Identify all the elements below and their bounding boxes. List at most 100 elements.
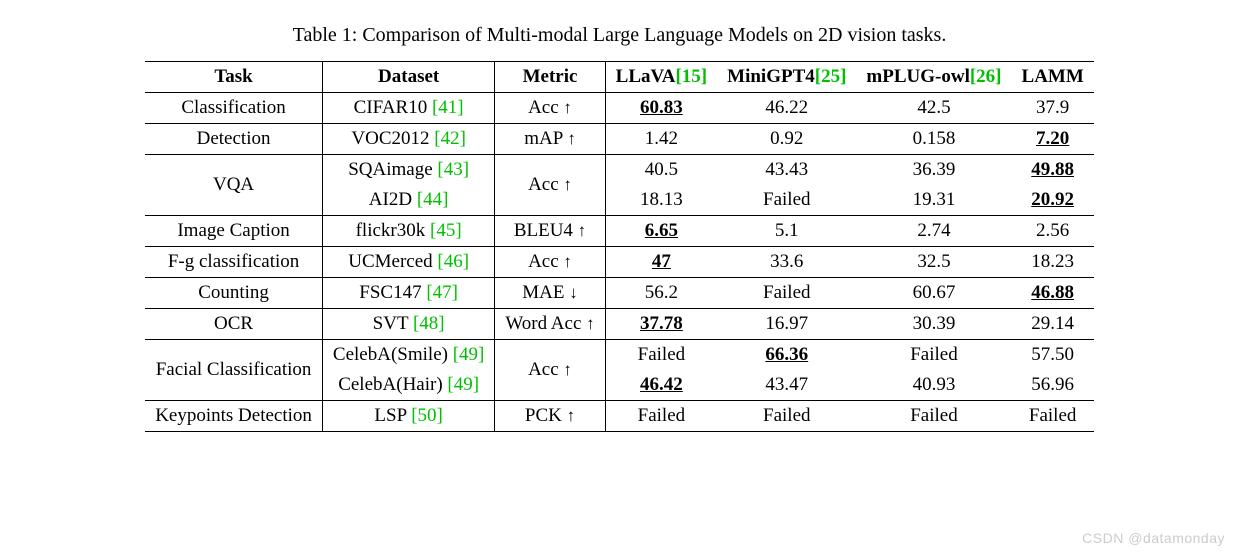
column-header: Metric bbox=[495, 62, 605, 93]
column-header: Dataset bbox=[322, 62, 494, 93]
value-cell: 1.42 bbox=[605, 124, 717, 155]
value-cell: 20.92 bbox=[1012, 185, 1094, 216]
value-cell: 46.22 bbox=[717, 93, 856, 124]
task-cell: Facial Classification bbox=[145, 340, 322, 401]
dataset-cell: AI2D [44] bbox=[322, 185, 494, 216]
citation-link[interactable]: [50] bbox=[411, 405, 443, 426]
citation-link[interactable]: [41] bbox=[432, 97, 464, 118]
value-cell: 40.5 bbox=[605, 155, 717, 186]
value-cell: 42.5 bbox=[856, 93, 1011, 124]
value-cell: 56.96 bbox=[1012, 370, 1094, 401]
value-cell: 46.42 bbox=[605, 370, 717, 401]
value-cell: Failed bbox=[717, 278, 856, 309]
metric-cell: mAP ↑ bbox=[495, 124, 605, 155]
value-cell: Failed bbox=[717, 185, 856, 216]
column-header-model: mPLUG-owl[26] bbox=[856, 62, 1011, 93]
value-cell: 16.97 bbox=[717, 309, 856, 340]
task-cell: Keypoints Detection bbox=[145, 401, 322, 432]
citation-link[interactable]: [48] bbox=[413, 313, 445, 334]
value-cell: 32.5 bbox=[856, 247, 1011, 278]
task-cell: Detection bbox=[145, 124, 322, 155]
citation-link[interactable]: [46] bbox=[437, 251, 469, 272]
metric-cell: MAE ↓ bbox=[495, 278, 605, 309]
citation-link[interactable]: [26] bbox=[970, 66, 1002, 87]
citation-link[interactable]: [49] bbox=[447, 374, 479, 395]
column-header: Task bbox=[145, 62, 322, 93]
dataset-cell: SQAimage [43] bbox=[322, 155, 494, 186]
value-cell: 46.88 bbox=[1012, 278, 1094, 309]
column-header-model: LLaVA[15] bbox=[605, 62, 717, 93]
value-cell: 43.47 bbox=[717, 370, 856, 401]
metric-direction-icon: ↑ bbox=[563, 175, 572, 194]
metric-direction-icon: ↑ bbox=[567, 406, 576, 425]
value-cell: Failed bbox=[856, 340, 1011, 371]
value-cell: 47 bbox=[605, 247, 717, 278]
dataset-cell: UCMerced [46] bbox=[322, 247, 494, 278]
citation-link[interactable]: [47] bbox=[426, 282, 458, 303]
value-cell: 37.9 bbox=[1012, 93, 1094, 124]
table-caption: Table 1: Comparison of Multi-modal Large… bbox=[40, 24, 1199, 47]
watermark: CSDN @datamonday bbox=[1082, 530, 1225, 546]
value-cell: 29.14 bbox=[1012, 309, 1094, 340]
value-cell: Failed bbox=[717, 401, 856, 432]
dataset-cell: CIFAR10 [41] bbox=[322, 93, 494, 124]
dataset-cell: FSC147 [47] bbox=[322, 278, 494, 309]
dataset-cell: CelebA(Hair) [49] bbox=[322, 370, 494, 401]
citation-link[interactable]: [44] bbox=[417, 189, 449, 210]
dataset-cell: CelebA(Smile) [49] bbox=[322, 340, 494, 371]
citation-link[interactable]: [49] bbox=[453, 344, 485, 365]
value-cell: 0.158 bbox=[856, 124, 1011, 155]
value-cell: 33.6 bbox=[717, 247, 856, 278]
metric-cell: Acc ↑ bbox=[495, 340, 605, 401]
value-cell: 57.50 bbox=[1012, 340, 1094, 371]
column-header-model: LAMM bbox=[1012, 62, 1094, 93]
metric-cell: Acc ↑ bbox=[495, 93, 605, 124]
metric-direction-icon: ↑ bbox=[563, 360, 572, 379]
comparison-table: TaskDatasetMetricLLaVA[15]MiniGPT4[25]mP… bbox=[145, 61, 1094, 432]
table-body: ClassificationCIFAR10 [41]Acc ↑60.8346.2… bbox=[145, 93, 1094, 432]
metric-direction-icon: ↑ bbox=[567, 129, 576, 148]
value-cell: 60.67 bbox=[856, 278, 1011, 309]
task-cell: Image Caption bbox=[145, 216, 322, 247]
task-cell: VQA bbox=[145, 155, 322, 216]
value-cell: 18.23 bbox=[1012, 247, 1094, 278]
value-cell: 19.31 bbox=[856, 185, 1011, 216]
value-cell: Failed bbox=[605, 401, 717, 432]
value-cell: 5.1 bbox=[717, 216, 856, 247]
caption-text: Comparison of Multi-modal Large Language… bbox=[362, 24, 946, 46]
dataset-cell: SVT [48] bbox=[322, 309, 494, 340]
metric-cell: PCK ↑ bbox=[495, 401, 605, 432]
value-cell: 2.56 bbox=[1012, 216, 1094, 247]
metric-cell: Acc ↑ bbox=[495, 155, 605, 216]
metric-direction-icon: ↑ bbox=[586, 314, 595, 333]
value-cell: 30.39 bbox=[856, 309, 1011, 340]
value-cell: 0.92 bbox=[717, 124, 856, 155]
value-cell: 43.43 bbox=[717, 155, 856, 186]
value-cell: 66.36 bbox=[717, 340, 856, 371]
metric-direction-icon: ↓ bbox=[569, 283, 578, 302]
citation-link[interactable]: [42] bbox=[434, 128, 466, 149]
task-cell: F-g classification bbox=[145, 247, 322, 278]
citation-link[interactable]: [25] bbox=[815, 66, 847, 87]
value-cell: 6.65 bbox=[605, 216, 717, 247]
table-header: TaskDatasetMetricLLaVA[15]MiniGPT4[25]mP… bbox=[145, 62, 1094, 93]
value-cell: Failed bbox=[1012, 401, 1094, 432]
metric-direction-icon: ↑ bbox=[578, 221, 587, 240]
value-cell: Failed bbox=[605, 340, 717, 371]
value-cell: 18.13 bbox=[605, 185, 717, 216]
citation-link[interactable]: [43] bbox=[437, 159, 469, 180]
metric-cell: Acc ↑ bbox=[495, 247, 605, 278]
value-cell: 56.2 bbox=[605, 278, 717, 309]
citation-link[interactable]: [15] bbox=[675, 66, 707, 87]
value-cell: 37.78 bbox=[605, 309, 717, 340]
metric-direction-icon: ↑ bbox=[563, 252, 572, 271]
value-cell: 49.88 bbox=[1012, 155, 1094, 186]
metric-cell: Word Acc ↑ bbox=[495, 309, 605, 340]
dataset-cell: LSP [50] bbox=[322, 401, 494, 432]
value-cell: 36.39 bbox=[856, 155, 1011, 186]
value-cell: 60.83 bbox=[605, 93, 717, 124]
value-cell: 7.20 bbox=[1012, 124, 1094, 155]
metric-direction-icon: ↑ bbox=[563, 98, 572, 117]
column-header-model: MiniGPT4[25] bbox=[717, 62, 856, 93]
citation-link[interactable]: [45] bbox=[430, 220, 462, 241]
